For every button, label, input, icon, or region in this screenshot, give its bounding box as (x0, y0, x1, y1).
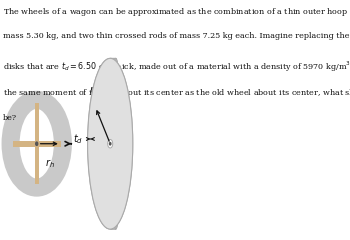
Ellipse shape (88, 58, 133, 229)
Text: disks that are $t_d = 6.50$ cm thick, made out of a material with a density of 5: disks that are $t_d = 6.50$ cm thick, ma… (2, 60, 350, 74)
Text: $t_d$: $t_d$ (72, 132, 83, 146)
Text: $r_d$: $r_d$ (89, 85, 99, 97)
Circle shape (108, 139, 113, 148)
Bar (35, 103, 39, 184)
Bar (13, 141, 61, 147)
Circle shape (110, 143, 111, 145)
Ellipse shape (111, 58, 121, 229)
Text: The wheels of a wagon can be approximated as the combination of a thin outer hoo: The wheels of a wagon can be approximate… (2, 5, 350, 18)
Polygon shape (110, 58, 133, 229)
Text: mass 5.30 kg, and two thin crossed rods of mass 7.25 kg each. Imagine replacing : mass 5.30 kg, and two thin crossed rods … (2, 32, 350, 40)
Text: the same moment of inertia about its center as the old wheel about its center, w: the same moment of inertia about its cen… (2, 87, 350, 98)
Text: be?: be? (2, 114, 17, 122)
Circle shape (36, 142, 38, 145)
Polygon shape (88, 58, 116, 229)
Text: $r_h$: $r_h$ (45, 157, 55, 170)
